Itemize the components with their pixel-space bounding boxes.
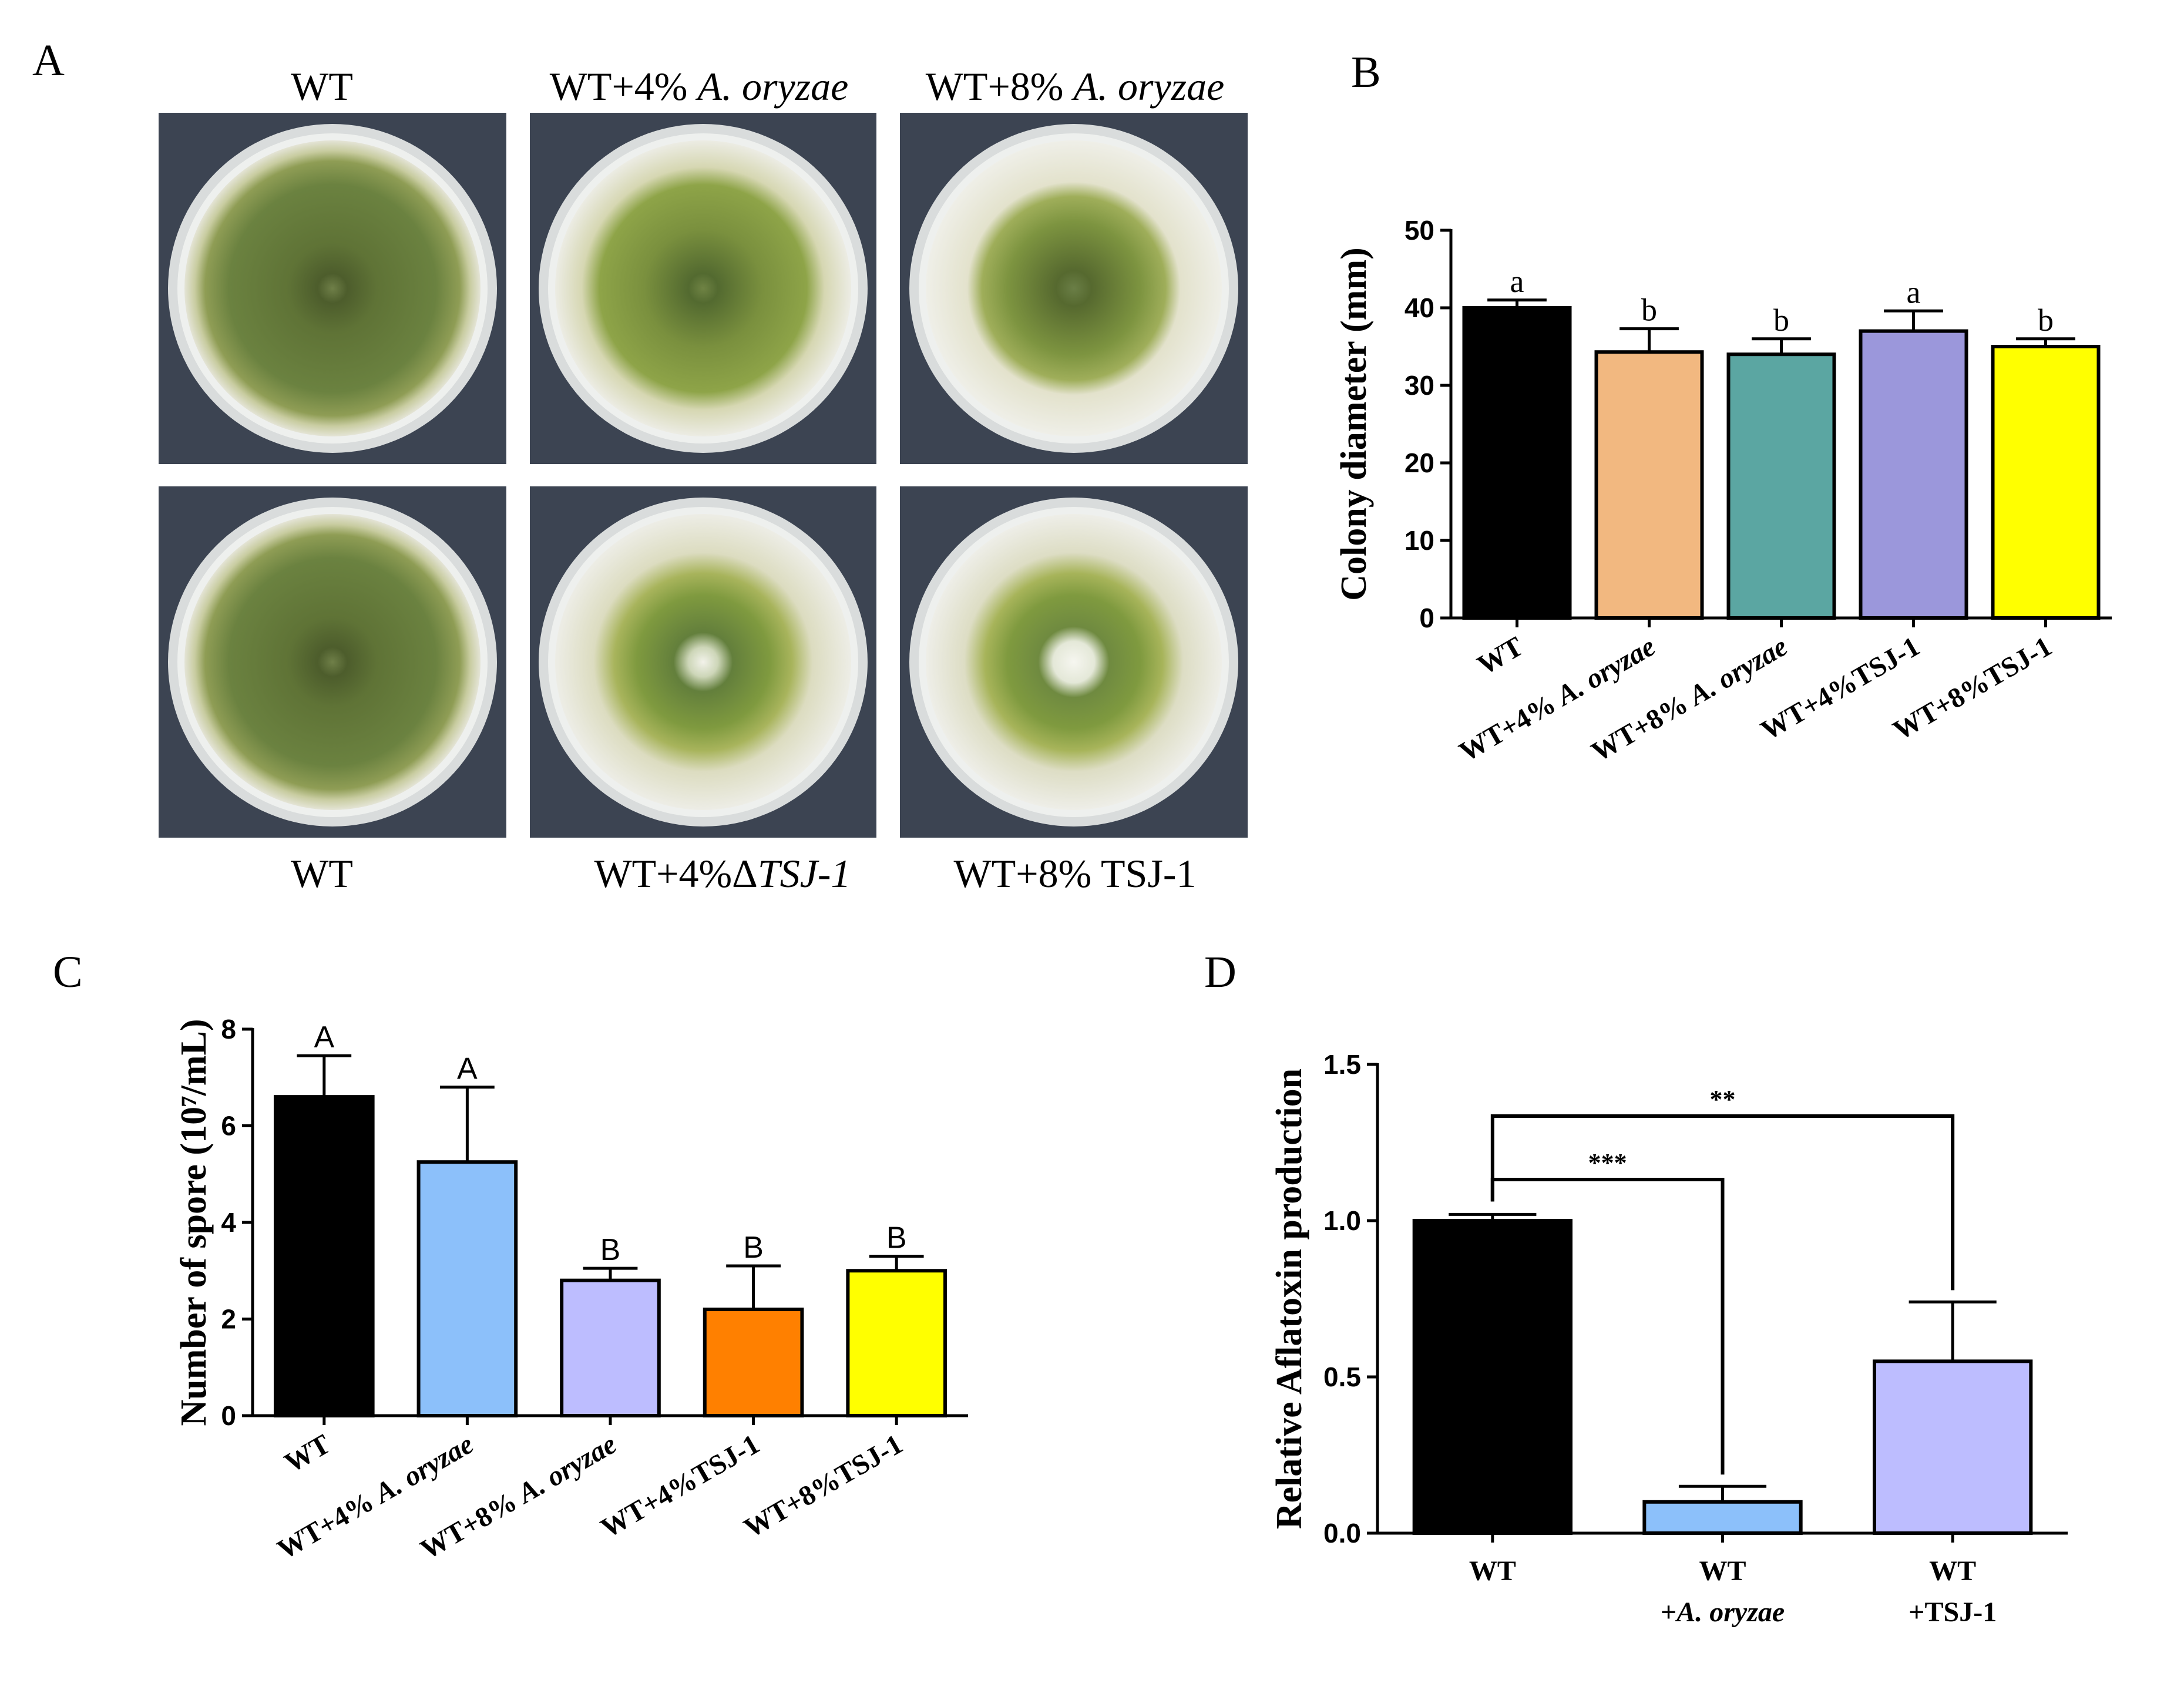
- bar-5: [1991, 345, 2101, 620]
- y-tick-label: 10: [1405, 525, 1434, 556]
- petri-dish-photo-4pct-dtsj1: [530, 486, 876, 838]
- significance-letter-4: a: [1907, 274, 1921, 310]
- category-label-2: WT +A. oryzae: [1661, 1555, 1785, 1628]
- photo-label-top-2: WT+4% A. oryzae: [550, 64, 849, 109]
- y-axis-title: Relative Aflatoxin production: [1269, 1069, 1309, 1529]
- bar-2: [1642, 1500, 1803, 1536]
- significance-letter-2: A: [457, 1052, 478, 1086]
- significance-letter-1: A: [314, 1020, 334, 1054]
- bar-3: [1726, 352, 1836, 620]
- petri-dish-photo-wt-bottom: [159, 486, 506, 838]
- significance-bracket-2: [1490, 1114, 1955, 1291]
- y-tick-label: 1.5: [1323, 1049, 1361, 1080]
- panel-a: A WT WT+4% A. oryzae WT+8% A. oryzae: [32, 36, 1248, 896]
- bar-2: [416, 1160, 518, 1417]
- petri-dish-photo-8pct-tsj1: [900, 486, 1248, 838]
- y-tick-label: 30: [1405, 370, 1434, 401]
- significance-stars-1: ***: [1588, 1148, 1627, 1177]
- panel-b-label: B: [1351, 48, 1381, 97]
- category-label-3: WT +TSJ-1: [1909, 1555, 1997, 1628]
- category-label-1: WT: [280, 1429, 336, 1479]
- bar-4: [703, 1308, 804, 1418]
- category-label-1: WT: [1469, 1555, 1516, 1587]
- y-tick-label: 2: [221, 1304, 236, 1335]
- y-tick-label: 1.0: [1323, 1205, 1361, 1236]
- y-tick-label: 0.0: [1323, 1518, 1361, 1548]
- bar-1: [1462, 306, 1572, 620]
- bar-4: [1859, 329, 1968, 620]
- y-tick-label: 0.5: [1323, 1362, 1361, 1392]
- bar-1: [1412, 1219, 1573, 1535]
- panel-a-label: A: [32, 36, 65, 85]
- y-tick-label: 40: [1405, 293, 1434, 323]
- bar-3: [1873, 1359, 2033, 1535]
- y-tick-label: 50: [1405, 215, 1434, 246]
- y-tick-label: 4: [221, 1207, 236, 1238]
- bar-5: [846, 1269, 947, 1417]
- photo-label-top-1: WT: [291, 64, 353, 109]
- significance-letter-5: B: [886, 1221, 907, 1255]
- panel-c-label: C: [53, 948, 83, 997]
- y-tick-label: 0: [221, 1400, 236, 1431]
- y-tick-label: 8: [221, 1014, 236, 1044]
- photo-label-bottom-2: WT+4%ΔTSJ-1: [594, 851, 851, 896]
- bar-3: [560, 1278, 661, 1417]
- petri-dish-photo-8pct-oryzae: [900, 113, 1248, 464]
- category-label-1: WT: [1472, 631, 1528, 681]
- significance-letter-5: b: [2038, 303, 2054, 338]
- bar-1: [273, 1095, 375, 1417]
- significance-letter-1: a: [1510, 264, 1524, 299]
- photo-label-bottom-1: WT: [291, 851, 353, 896]
- photo-label-top-3: WT+8% A. oryzae: [926, 64, 1225, 109]
- y-tick-label: 0: [1419, 603, 1434, 633]
- category-label-5: WT+8%TSJ-1: [739, 1429, 908, 1544]
- y-axis-title: Colony diameter (mm): [1334, 247, 1374, 601]
- y-tick-label: 20: [1405, 448, 1434, 478]
- petri-dish-photo-4pct-oryzae: [530, 113, 876, 464]
- petri-dish-photo-wt-top: [159, 113, 506, 464]
- significance-letter-2: b: [1641, 293, 1657, 328]
- significance-letter-4: B: [743, 1231, 764, 1265]
- category-label-4: WT+4%TSJ-1: [596, 1429, 765, 1544]
- significance-letter-3: b: [1773, 303, 1789, 338]
- y-axis-title: Number of spore (10⁷/mL): [174, 1019, 214, 1426]
- photo-label-bottom-3: WT+8% TSJ-1: [954, 851, 1197, 896]
- panel-d-label: D: [1204, 948, 1237, 997]
- y-tick-label: 6: [221, 1111, 236, 1141]
- significance-letter-3: B: [600, 1233, 621, 1267]
- bar-2: [1594, 350, 1704, 620]
- significance-stars-2: **: [1710, 1085, 1736, 1114]
- chart-d-aflatoxin: 0.0 0.5 1.0 1.5 Relative Aflatoxin productio…: [1269, 1049, 2068, 1628]
